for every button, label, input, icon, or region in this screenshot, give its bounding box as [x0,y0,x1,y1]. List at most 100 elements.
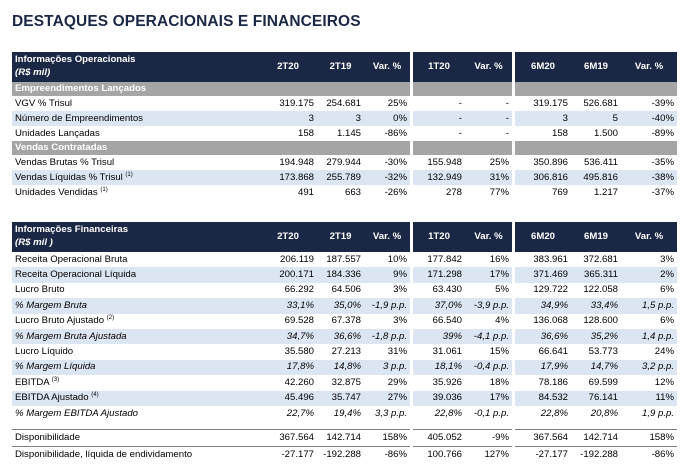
table-cell: - [465,111,512,126]
column-separator [410,170,413,185]
row-label-text: VGV % Trisul [15,97,73,109]
table-cell: 11% [621,390,677,406]
column-separator [410,328,413,345]
column-separator [512,267,515,283]
table-cell: 136.068 [533,315,568,327]
cash-table: Disponibilidade 367.564 142.714 158% 405.052… [12,429,677,464]
row-label: % Margem EBITDA Ajustado [12,406,259,421]
table-cell: -3,9 p.p. [465,298,512,314]
table-cell: 769 [551,186,568,198]
table-cell: 367.564 [515,429,571,447]
header-label: Informações Operacionais (R$ mil) [12,52,259,82]
section-filler [410,141,413,155]
row-label-text: Número de Empreendimentos [15,112,143,124]
row-label: Lucro Bruto Ajustado (2) [12,314,259,329]
table-cell: - [458,97,462,109]
column-separator [512,328,515,345]
section-filler [621,141,677,155]
table-cell: -86% [384,127,407,139]
row-label: Número de Empreendimentos [12,111,259,126]
footnote-ref: (1) [100,186,108,193]
table-cell: 122.058 [583,284,618,296]
header-label: Informações Financeiras (R$ mil ) [12,222,259,252]
section-filler [621,82,677,96]
table-cell: 526.681 [583,97,618,109]
table-cell: 78.186 [538,376,568,388]
table-cell: -0,4 p.p. [465,359,512,376]
row-label: Receita Operacional Bruta [12,252,259,267]
column-separator [410,111,413,126]
column-header: 2T20 [259,222,317,252]
table-cell: 84.532 [515,390,571,406]
table-cell: 69.528 [284,315,314,327]
table-cell: 25% [387,97,407,109]
column-separator [512,52,515,82]
table-cell: 663 [344,186,361,198]
footnote-ref: (3) [51,376,60,383]
table-cell: 536.411 [584,156,618,168]
table-cell: 200.171 [259,267,317,283]
table-cell: -37% [651,186,674,198]
table-cell: 0% [364,111,410,126]
table-cell: -39% [651,97,674,109]
section-filler [465,82,512,96]
table-cell: 6% [660,315,674,327]
section-filler [515,82,571,96]
table-row: Vendas Brutas % Trisul 194.948 279.944 -30%… [12,155,677,170]
financial-table: Informações Financeiras (R$ mil ) 2T20 2T19… [12,222,677,421]
table-cell: 365.311 [571,267,621,283]
table-cell: 132.949 [413,170,465,185]
table-cell: 34,9% [515,298,571,314]
section-filler [364,82,410,96]
table-cell: 77% [489,186,509,198]
table-row: % Margem EBITDA Ajustado 22,7% 19,4% 3,3 p.… [12,406,677,421]
column-separator [512,170,515,185]
row-label: Receita Operacional Líquida [12,267,259,283]
table-cell: -30% [384,156,407,168]
section-filler [571,82,621,96]
column-header: Var. % [364,52,410,82]
page-title: DESTAQUES OPERACIONAIS E FINANCEIROS [12,13,361,30]
row-label-text: % Margem Bruta [15,299,87,311]
table-row: Receita Operacional Bruta 206.119 187.557 1… [12,252,677,267]
table-cell: 5 [571,111,621,126]
table-cell: -89% [651,127,674,139]
table-row: EBITDA (3) 42.260 32.875 29% 35.926 18% 78.186… [12,375,677,390]
table-row: Unidades Vendidas (1) 491 663 -26% 278 77% 769… [12,185,677,200]
table-cell: 3,3 p.p. [374,407,407,419]
column-separator [410,298,413,314]
table-row: Disponibilidade, líquida de endividament… [12,446,677,464]
table-cell: 35.926 [432,376,462,388]
table-cell: 36,6% [515,328,571,345]
table-cell: 15% [489,346,509,358]
table-cell: -32% [364,170,410,185]
table-row: Lucro Bruto Ajustado (2) 69.528 67.378 3% 66… [12,314,677,329]
row-label-text: Disponibilidade [15,432,81,443]
table-cell: -1,9 p.p. [364,298,410,314]
table-cell: 3% [660,253,674,265]
table-cell: 42.260 [284,376,314,388]
table-cell: 10% [387,253,407,265]
row-label: % Margem Bruta Ajustada [12,328,259,345]
table-cell: 66.292 [284,284,314,296]
table-row: Unidades Lançadas 158 1.145 -86% - - 158 1.500 -… [12,126,677,141]
table-cell: 158 [297,127,314,139]
table-cell: 158 [551,127,568,139]
table-cell: 306.816 [515,170,571,185]
table-cell: 405.052 [413,429,465,447]
table-cell: 17% [465,390,512,406]
table-row: % Margem Bruta Ajustada 34,7% 36,6% -1,8 p.… [12,328,677,345]
table-cell: 35,2% [571,328,621,345]
table-cell: 4% [495,315,509,327]
row-label: Vendas Líquidas % Trisul (1) [12,170,259,185]
column-header: Var. % [621,52,677,82]
section-filler [512,82,515,96]
table-cell: -86% [621,446,677,464]
section-header-row: Empreendimentos Lançados [12,82,677,96]
table-cell: 372.681 [583,253,618,265]
column-separator [512,111,515,126]
table-cell: 206.119 [280,253,314,265]
row-label-text: EBITDA Ajustado [15,392,89,404]
table-cell: 18,1% [413,359,465,376]
row-label-text: % Margem EBITDA Ajustado [15,407,138,419]
